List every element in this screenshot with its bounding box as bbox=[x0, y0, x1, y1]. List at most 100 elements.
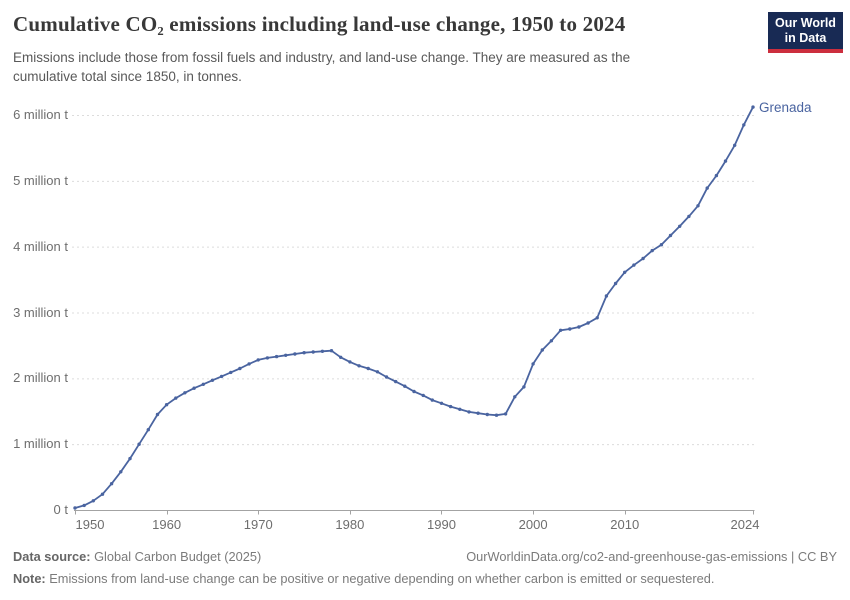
data-point[interactable] bbox=[448, 404, 453, 409]
data-point[interactable] bbox=[458, 407, 462, 411]
owid-logo[interactable]: Our World in Data bbox=[768, 12, 843, 53]
data-point[interactable] bbox=[696, 204, 700, 208]
data-point[interactable] bbox=[641, 256, 645, 261]
data-point[interactable] bbox=[128, 456, 132, 461]
data-point[interactable] bbox=[623, 270, 627, 274]
data-line-grenada[interactable] bbox=[74, 106, 754, 509]
data-point[interactable] bbox=[421, 393, 425, 398]
owid-logo-line1: Our World bbox=[775, 16, 836, 30]
data-point[interactable] bbox=[540, 348, 544, 352]
data-point[interactable] bbox=[109, 482, 114, 486]
data-point[interactable] bbox=[137, 442, 141, 446]
chart-title: Cumulative CO₂ emissions including land-… bbox=[13, 12, 626, 36]
data-point[interactable] bbox=[604, 294, 609, 298]
data-point[interactable] bbox=[613, 281, 618, 286]
data-point[interactable] bbox=[531, 362, 535, 366]
y-axis-label: 1 million t bbox=[13, 436, 68, 452]
data-point[interactable] bbox=[329, 349, 334, 353]
data-source-label: Data source: bbox=[13, 549, 91, 564]
note-label: Note: bbox=[13, 571, 46, 586]
x-axis-label: 2024 bbox=[730, 517, 760, 532]
data-point[interactable] bbox=[439, 401, 444, 405]
y-axis-label: 6 million t bbox=[13, 107, 68, 122]
x-axis-label: 1980 bbox=[335, 517, 365, 532]
data-point[interactable] bbox=[229, 370, 233, 375]
entity-label-grenada[interactable]: Grenada bbox=[759, 100, 812, 116]
data-point[interactable] bbox=[357, 364, 361, 368]
data-point[interactable] bbox=[513, 395, 517, 399]
data-point[interactable] bbox=[558, 328, 563, 332]
data-point[interactable] bbox=[733, 143, 737, 147]
data-point[interactable] bbox=[577, 325, 581, 329]
data-point[interactable] bbox=[503, 412, 508, 416]
data-point[interactable] bbox=[219, 374, 224, 379]
data-point[interactable] bbox=[522, 385, 526, 389]
data-point[interactable] bbox=[284, 353, 288, 357]
data-point[interactable] bbox=[467, 410, 471, 414]
data-point[interactable] bbox=[586, 321, 590, 325]
data-point[interactable] bbox=[678, 224, 682, 228]
data-point[interactable] bbox=[668, 233, 673, 238]
data-point[interactable] bbox=[595, 316, 599, 320]
note-text: Emissions from land-use change can be po… bbox=[45, 571, 715, 586]
data-source-text: Global Carbon Budget (2025) bbox=[90, 549, 262, 564]
owid-logo-line2: in Data bbox=[784, 31, 827, 45]
data-point[interactable] bbox=[73, 506, 77, 510]
data-source-line: Data source: Global Carbon Budget (2025) bbox=[13, 549, 261, 564]
data-point[interactable] bbox=[705, 186, 709, 190]
data-point[interactable] bbox=[174, 396, 178, 400]
data-point[interactable] bbox=[183, 391, 187, 395]
data-point[interactable] bbox=[302, 351, 306, 355]
data-point[interactable] bbox=[403, 384, 407, 388]
data-point[interactable] bbox=[430, 398, 434, 402]
data-point[interactable] bbox=[714, 173, 719, 178]
data-point[interactable] bbox=[247, 362, 251, 366]
data-point[interactable] bbox=[650, 248, 654, 253]
data-point[interactable] bbox=[549, 339, 554, 343]
data-point[interactable] bbox=[723, 159, 728, 163]
data-point[interactable] bbox=[146, 428, 150, 432]
data-point[interactable] bbox=[412, 389, 416, 394]
data-point[interactable] bbox=[210, 378, 215, 382]
data-point[interactable] bbox=[751, 105, 755, 109]
chart-subtitle: Emissions include those from fossil fuel… bbox=[13, 50, 631, 84]
data-point[interactable] bbox=[476, 411, 480, 415]
data-point[interactable] bbox=[265, 356, 270, 360]
data-point[interactable] bbox=[742, 123, 746, 127]
data-point[interactable] bbox=[687, 214, 691, 219]
data-point[interactable] bbox=[311, 350, 315, 354]
data-point[interactable] bbox=[485, 412, 489, 417]
data-point[interactable] bbox=[119, 470, 123, 474]
x-axis-label: 1960 bbox=[152, 517, 182, 532]
y-axis-label: 2 million t bbox=[13, 370, 68, 386]
data-point[interactable] bbox=[256, 358, 260, 362]
data-point[interactable] bbox=[568, 327, 572, 331]
data-point[interactable] bbox=[659, 243, 664, 247]
data-point[interactable] bbox=[155, 412, 160, 417]
data-point[interactable] bbox=[91, 499, 96, 503]
data-point[interactable] bbox=[192, 386, 196, 390]
data-point[interactable] bbox=[100, 492, 105, 496]
owid-url-link[interactable]: OurWorldinData.org/co2-and-greenhouse-ga… bbox=[466, 549, 837, 564]
data-point[interactable] bbox=[494, 413, 499, 417]
x-axis-label: 2010 bbox=[610, 517, 640, 532]
data-point[interactable] bbox=[348, 360, 352, 364]
data-point[interactable] bbox=[366, 366, 370, 371]
y-axis-label: 5 million t bbox=[13, 172, 68, 188]
data-point[interactable] bbox=[394, 379, 398, 384]
data-point[interactable] bbox=[82, 503, 86, 508]
data-point[interactable] bbox=[201, 382, 205, 386]
data-point[interactable] bbox=[293, 352, 297, 356]
data-point[interactable] bbox=[320, 349, 325, 353]
data-point[interactable] bbox=[632, 263, 636, 267]
x-axis-label: 1990 bbox=[427, 517, 456, 532]
data-point[interactable] bbox=[375, 370, 380, 374]
y-axis-label: 3 million t bbox=[13, 304, 68, 320]
data-point[interactable] bbox=[164, 403, 169, 407]
data-point[interactable] bbox=[384, 375, 389, 379]
data-point[interactable] bbox=[238, 366, 242, 371]
data-point[interactable] bbox=[274, 354, 279, 359]
data-point[interactable] bbox=[339, 355, 343, 359]
